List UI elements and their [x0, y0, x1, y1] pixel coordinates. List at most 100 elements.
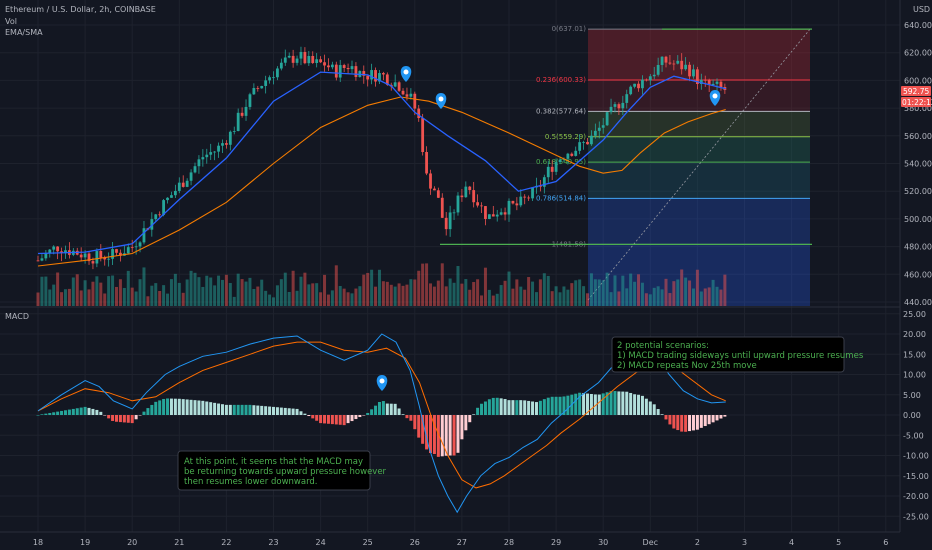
candle-body [299, 51, 303, 59]
histogram-bar [554, 396, 558, 415]
volume-bar [680, 269, 684, 306]
candle-body [539, 185, 542, 187]
candle-body [177, 182, 181, 191]
histogram-bar [664, 415, 668, 420]
macd-annotation-line-2: be returning towards upward pressure how… [184, 467, 387, 477]
histogram-bar [487, 399, 491, 415]
candle-body [111, 249, 114, 259]
candle-body [519, 196, 523, 206]
macd-tick-label: 25.00 [903, 310, 926, 319]
volume-bar [197, 277, 201, 306]
candle-body [684, 64, 688, 70]
candle-body [468, 186, 472, 191]
histogram-bar [491, 397, 495, 415]
volume-bar [476, 279, 480, 306]
candle-body [527, 197, 531, 199]
volume-bar [248, 277, 252, 306]
histogram-bar [256, 405, 260, 415]
macd-axis[interactable]: 25.00 20.00 15.00 10.00 5.00 0.00 -5.00 -10.00 -… [903, 310, 929, 522]
candle-body [597, 127, 601, 131]
histogram-bar [358, 415, 362, 418]
volume-bar [691, 288, 695, 306]
macd-annotation-line-1: At this point, it seems that the MACD ma… [184, 457, 363, 467]
candle-body [276, 68, 279, 78]
histogram-bar [688, 415, 692, 432]
scenario-annotation-line-3: 2) MACD repeats Nov 25th move [617, 361, 757, 371]
candle-body [688, 64, 691, 77]
candle-body [307, 56, 311, 64]
volume-bar [644, 293, 648, 306]
macd-tick-label: -10.00 [903, 452, 929, 461]
candle-body [593, 130, 597, 136]
volume-bar [570, 283, 574, 306]
volume-bar [315, 283, 319, 306]
candle-body [36, 260, 40, 262]
volume-bar [640, 282, 644, 306]
histogram-bar [444, 415, 448, 456]
volume-bar [656, 286, 660, 306]
macd-annotation[interactable]: At this point, it seems that the MACD ma… [177, 450, 387, 491]
candle-body [601, 125, 605, 128]
candle-body [315, 59, 319, 63]
histogram-bar [691, 415, 695, 431]
pin-markers[interactable] [376, 66, 721, 391]
price-axis[interactable]: 440.00 460.00 480.00 500.00 520.00 540.00 560.… [904, 21, 932, 307]
volume-bar [511, 288, 515, 306]
fib-zone [588, 136, 810, 163]
volume-label[interactable]: Vol [5, 17, 17, 26]
histogram-bar [303, 413, 307, 415]
macd-tick-label: 15.00 [903, 350, 926, 359]
candle-body [382, 73, 385, 75]
candle-body [201, 157, 205, 160]
histogram-bar [401, 414, 405, 415]
histogram-bar [633, 394, 637, 415]
candle-body [586, 141, 589, 145]
fib-zone [588, 244, 810, 306]
histogram-bar [71, 408, 75, 415]
histogram-bar [605, 392, 609, 415]
histogram-bar [323, 415, 327, 424]
candle-body [566, 153, 570, 159]
ma-label[interactable]: EMA/SMA [5, 28, 43, 37]
volume-bar [260, 279, 264, 306]
candle-body [503, 212, 507, 215]
volume-bar [205, 275, 209, 306]
volume-bar [452, 282, 456, 306]
fibonacci-levels[interactable]: 0(637.01) 0.236(600.33) 0.382(577.64) 0.5(5… [440, 25, 812, 248]
volume-bar [417, 270, 421, 306]
macd-label[interactable]: MACD [5, 312, 29, 321]
time-tick-label: 26 [410, 538, 420, 547]
time-axis[interactable]: 18 19 20 21 22 23 24 25 26 27 28 29 30 Dec 2 3 4 5 6 [33, 538, 888, 547]
candle-body [142, 228, 146, 243]
candle-body [515, 203, 519, 206]
candle-body [417, 108, 421, 119]
histogram-bar [421, 415, 425, 444]
histogram-bar [707, 415, 711, 425]
time-tick-label: 6 [883, 538, 888, 547]
candle-body [295, 58, 299, 63]
candle-body [472, 190, 476, 203]
currency-label[interactable]: USD [913, 5, 930, 14]
candle-body [707, 80, 711, 86]
candle-body [44, 253, 48, 259]
candle-body [433, 188, 436, 191]
candle-body [629, 86, 633, 95]
histogram-bar [381, 401, 385, 415]
candle-body [582, 141, 585, 143]
volume-bar [578, 279, 582, 306]
volume-bar [664, 278, 668, 306]
volume-bar [531, 281, 535, 306]
candle-body [291, 55, 295, 63]
histogram-bar [593, 394, 597, 415]
candle-body [405, 94, 409, 97]
candle-body [715, 81, 719, 84]
time-tick-label: 4 [789, 538, 794, 547]
histogram-bar [36, 415, 40, 416]
symbol-title[interactable]: Ethereum / U.S. Dollar, 2h, COINBASE [5, 5, 156, 14]
volume-bar [597, 279, 601, 306]
histogram-bar [334, 415, 338, 425]
volume-bar [236, 273, 240, 306]
scenario-annotation[interactable]: 2 potential scenarios: 1) MACD trading s… [611, 336, 864, 373]
histogram-bar [676, 415, 680, 431]
